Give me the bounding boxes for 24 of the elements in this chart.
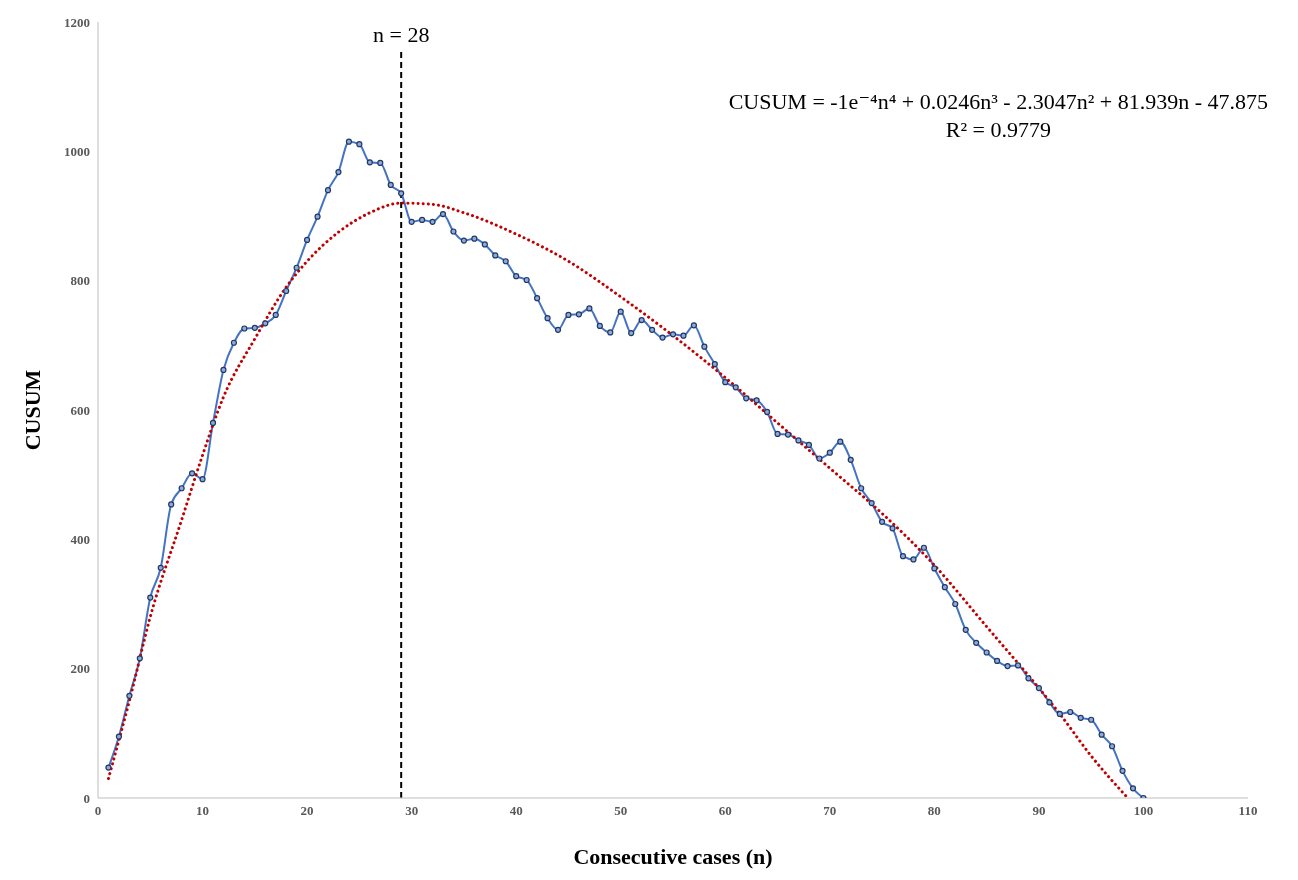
x-tick-label: 40 [509,803,523,819]
x-tick-label: 20 [300,803,314,819]
x-tick-label: 110 [1238,803,1258,819]
y-tick-label: 0 [83,790,90,806]
x-tick-label: 30 [405,803,419,819]
x-axis-title: Consecutive cases (n) [573,844,773,869]
y-axis-title: CUSUM [19,369,45,451]
x-tick-label: 100 [1133,803,1154,819]
y-tick-label: 200 [70,661,90,677]
y-tick-label: 600 [70,402,90,418]
x-tick-label: 50 [614,803,628,819]
y-tick-label: 1000 [64,143,90,159]
x-tick-label: 0 [94,803,102,819]
x-tick-label: 70 [823,803,837,819]
annotation: CUSUM = -1e⁻⁴n⁴ + 0.0246n³ - 2.3047n² + 81.939n - 47.875 [728,88,1268,116]
annotation: n = 28 [372,22,430,47]
y-tick-label: 400 [70,531,90,547]
annotation: R² = 0.9779 [944,116,1052,144]
x-tick-label: 60 [718,803,732,819]
x-tick-label: 80 [927,803,941,819]
y-tick-label: 800 [70,273,90,289]
x-tick-label: 90 [1032,803,1046,819]
y-tick-label: 1200 [64,14,90,30]
x-tick-label: 10 [196,803,210,819]
